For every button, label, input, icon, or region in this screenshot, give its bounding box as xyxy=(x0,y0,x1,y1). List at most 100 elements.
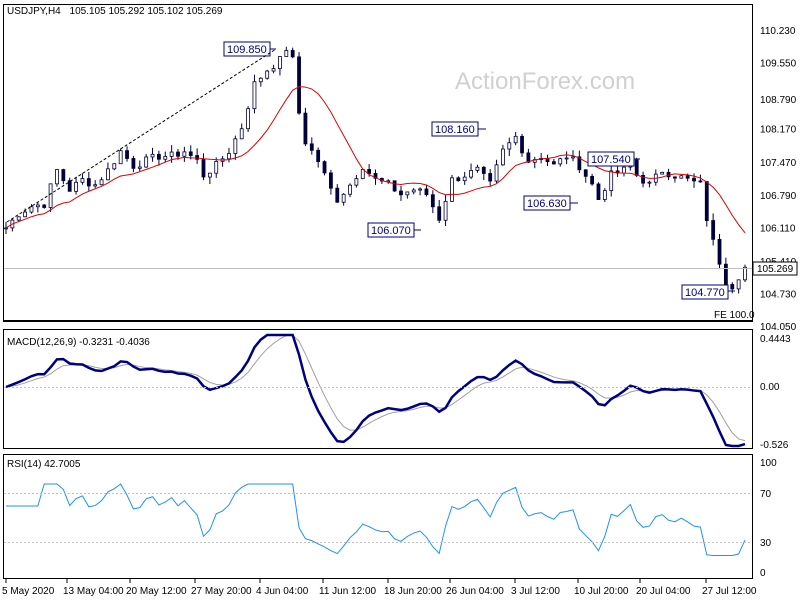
candle-body xyxy=(411,189,416,193)
candle-body xyxy=(106,168,110,181)
candle-body xyxy=(322,161,327,174)
candle-body xyxy=(596,183,601,200)
time-tick: 27 Jul 12:00 xyxy=(702,586,757,597)
candle-body xyxy=(309,143,314,151)
moving-average-line xyxy=(5,86,746,234)
candle-body xyxy=(456,177,461,182)
candle-body xyxy=(583,169,588,177)
candle-body xyxy=(418,188,422,191)
candle-body xyxy=(48,183,53,208)
candle-body xyxy=(80,178,85,183)
rsi-tick-0: 0 xyxy=(760,568,766,579)
rsi-series xyxy=(6,483,746,556)
candle-body xyxy=(577,156,582,171)
candle-body xyxy=(660,171,665,175)
candle-body xyxy=(118,150,123,165)
time-tick: 3 Jul 12:00 xyxy=(511,586,560,597)
candle-body xyxy=(424,188,429,196)
candle-body xyxy=(246,108,250,130)
candle-body xyxy=(551,161,556,165)
candle-body xyxy=(74,181,78,192)
candle-body xyxy=(131,158,136,169)
time-tick: 27 May 20:00 xyxy=(191,586,252,597)
candle-body xyxy=(360,169,365,180)
current-price-box xyxy=(752,261,798,276)
time-tick: 5 May 2020 xyxy=(2,586,55,597)
rsi-tick-30: 30 xyxy=(760,538,772,549)
rsi-tick-70: 70 xyxy=(760,489,772,500)
candle-body xyxy=(303,112,308,145)
candle-body xyxy=(736,279,741,290)
candle-body xyxy=(99,179,104,186)
candle-body xyxy=(341,193,346,203)
candle-body xyxy=(271,68,276,72)
price-tick: 109.550 xyxy=(760,59,797,70)
candle-body xyxy=(558,158,563,165)
svg-text:USDJPY,H4 105.105 105.292: USDJPY,H4 105.105 105.292 105.102 105.26… xyxy=(7,6,223,17)
candle-body xyxy=(685,175,690,179)
candle-body xyxy=(430,194,435,208)
rsi-panel xyxy=(3,454,753,579)
time-axis: 5 May 2020 13 May 04:00 20 May 12:00 27 May… xyxy=(2,579,757,597)
candle-body xyxy=(647,181,652,184)
candle-body xyxy=(481,166,486,174)
macd-series xyxy=(5,333,746,448)
candle-body xyxy=(692,177,696,182)
candle-body xyxy=(278,56,282,69)
svg-text:104.770: 104.770 xyxy=(685,287,725,299)
candle-body xyxy=(137,166,142,169)
candle-body xyxy=(201,158,206,178)
candle-body xyxy=(501,148,505,166)
candle-body xyxy=(488,173,493,182)
candle-body xyxy=(443,200,448,221)
candle-body xyxy=(67,180,72,192)
candle-body xyxy=(150,153,155,158)
candle-body xyxy=(35,204,40,208)
candle-body xyxy=(520,135,524,154)
annotation-106630: 106.630 xyxy=(523,195,571,211)
candle-body xyxy=(182,151,187,157)
time-tick: 4 Jun 04:00 xyxy=(256,586,309,597)
candle-body xyxy=(284,50,289,57)
candle-body xyxy=(354,178,359,186)
macd-label: MACD(12,26,9) -0.3231 -0.4036 xyxy=(7,337,150,348)
candle-body xyxy=(405,191,410,196)
candle-body xyxy=(335,187,340,203)
symbol-label: USDJPY,H4 xyxy=(7,6,61,17)
candle-body xyxy=(156,153,161,160)
candle-body xyxy=(265,70,270,79)
candle-body xyxy=(316,149,321,163)
svg-text:107.540: 107.540 xyxy=(591,154,631,166)
candle-body xyxy=(743,266,747,281)
candle-body xyxy=(55,169,59,185)
annotation-109850: 109.850 xyxy=(223,41,271,57)
candle-body xyxy=(450,177,454,202)
candle-body xyxy=(730,284,735,290)
fe-label: FE 100.0 xyxy=(714,310,755,321)
price-tick: 104.050 xyxy=(760,322,797,333)
annotation-104770: 104.770 xyxy=(681,284,729,300)
candle-body xyxy=(673,176,677,179)
price-tick: 110.230 xyxy=(760,26,796,37)
candle-body xyxy=(258,77,263,83)
candle-body xyxy=(42,204,47,208)
candle-body xyxy=(125,150,129,159)
candle-body xyxy=(513,135,518,144)
svg-text:106.070: 106.070 xyxy=(371,225,411,237)
candle-body xyxy=(86,178,91,187)
candle-body xyxy=(634,159,639,176)
price-tick: 107.470 xyxy=(760,158,797,169)
svg-text:108.160: 108.160 xyxy=(435,124,475,136)
candle-body xyxy=(207,172,212,178)
annotation-108160: 108.160 xyxy=(431,121,479,137)
price-tick: 108.790 xyxy=(760,95,797,106)
candle-body xyxy=(469,170,473,178)
candle-body xyxy=(188,151,193,156)
macd-tick-zero: 0.00 xyxy=(760,382,780,393)
candle-body xyxy=(526,152,531,163)
candle-body xyxy=(723,263,728,285)
candle-body xyxy=(507,142,512,150)
candle-body xyxy=(144,156,149,168)
candle-body xyxy=(717,238,722,265)
